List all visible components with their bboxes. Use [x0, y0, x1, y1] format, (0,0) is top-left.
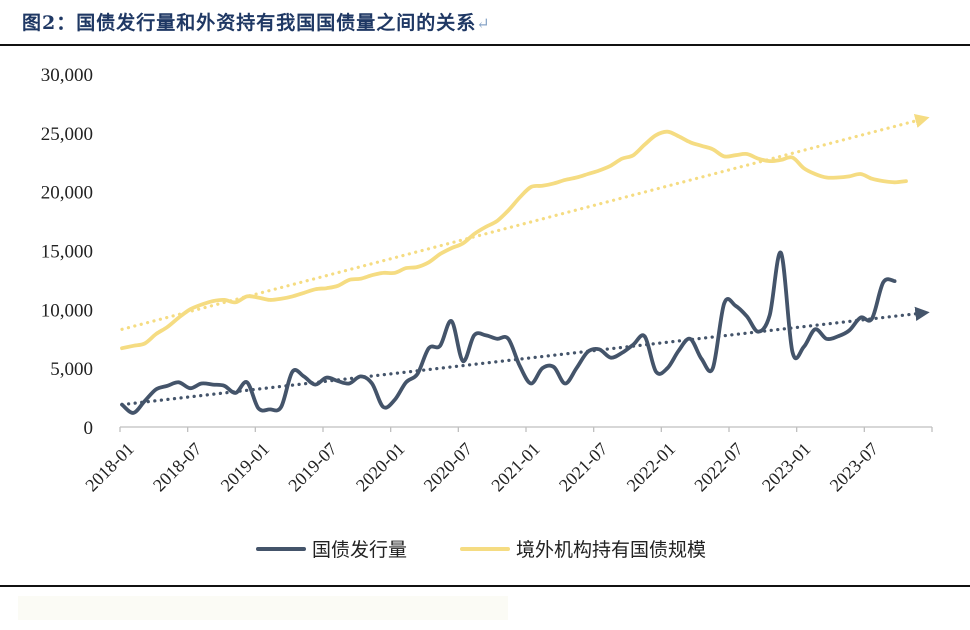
x-tick-label: 2021-07	[555, 439, 612, 496]
legend-item-foreign-holdings: 境外机构持有国债规模	[516, 539, 706, 561]
y-axis-tick-labels: 0 5,000 10,000 15,000 20,000 25,000 30,000	[41, 65, 93, 439]
y-tick-label: 20,000	[41, 183, 93, 204]
figure-title-text: 图2：国债发行量和外资持有我国国债量之间的关系	[22, 12, 477, 34]
y-tick-label: 25,000	[41, 124, 93, 145]
series-lines	[120, 129, 908, 415]
figure-title: 图2：国债发行量和外资持有我国国债量之间的关系↵	[22, 8, 491, 35]
top-rule	[0, 44, 970, 46]
x-tick-label: 2022-01	[623, 439, 680, 496]
y-tick-label: 0	[84, 418, 94, 439]
footer-band	[18, 596, 508, 620]
x-tick-label: 2020-01	[352, 439, 409, 496]
line-chart: 0 5,000 10,000 15,000 20,000 25,000 30,000 201…	[41, 65, 933, 561]
x-tick-label: 2022-07	[690, 439, 747, 496]
x-tick-label: 2021-01	[487, 439, 544, 496]
trendline-issuance	[120, 306, 930, 407]
x-tick-label: 2019-07	[284, 439, 341, 496]
x-tick-label: 2018-07	[149, 439, 206, 496]
trendline-foreign-holdings	[120, 113, 930, 331]
chart-legend: 国债发行量 境外机构持有国债规模	[256, 539, 706, 561]
x-tick-label: 2023-01	[758, 439, 815, 496]
series-line-foreign-holdings	[120, 129, 908, 351]
x-tick-label: 2019-01	[217, 439, 274, 496]
x-tick-label: 2018-01	[81, 439, 138, 496]
y-tick-label: 10,000	[41, 300, 93, 321]
legend-item-issuance: 国债发行量	[312, 539, 407, 561]
bottom-rule	[0, 585, 970, 587]
x-tick-label: 2020-07	[420, 439, 477, 496]
y-tick-label: 30,000	[41, 65, 93, 86]
y-tick-label: 5,000	[50, 359, 93, 380]
x-tick-label: 2023-07	[826, 439, 883, 496]
trend-lines	[120, 113, 930, 407]
x-axis: 2018-01 2018-07 2019-01 2019-07 2020-01 2020-…	[81, 426, 933, 496]
return-mark-icon: ↵	[476, 14, 491, 33]
y-tick-label: 15,000	[41, 242, 93, 263]
series-line-issuance	[120, 250, 897, 415]
